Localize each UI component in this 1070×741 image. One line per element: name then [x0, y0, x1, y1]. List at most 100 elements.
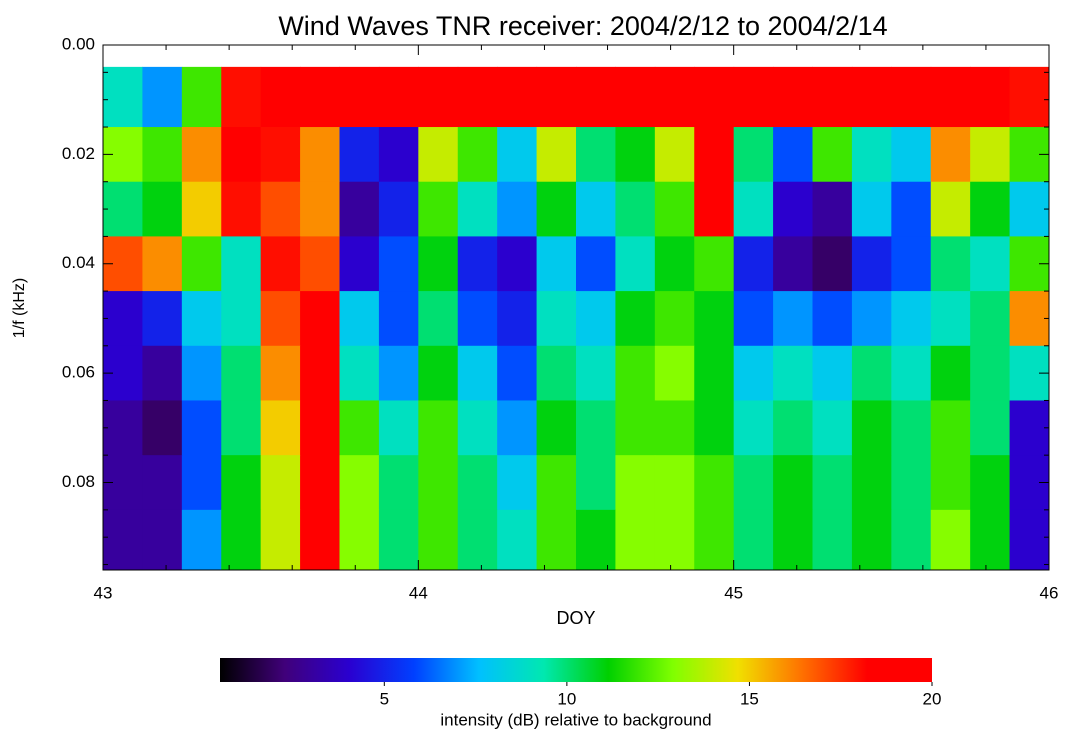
heatmap-cell: [181, 345, 222, 401]
heatmap-cell: [378, 509, 419, 571]
heatmap-cell: [970, 455, 1011, 511]
heatmap-cell: [615, 400, 656, 456]
heatmap-cell: [300, 455, 340, 511]
heatmap-cell: [181, 455, 222, 511]
heatmap-cell: [576, 509, 616, 571]
heatmap-cell: [694, 236, 735, 292]
heatmap-cell: [1009, 181, 1050, 237]
heatmap-cell: [970, 345, 1011, 401]
heatmap-cell: [181, 127, 222, 183]
heatmap-cell: [221, 291, 262, 347]
heatmap-cell: [497, 400, 538, 456]
heatmap-cell: [260, 455, 301, 511]
heatmap-cell: [773, 127, 813, 183]
heatmap-cell: [576, 455, 616, 511]
x-tick-label: 43: [94, 583, 113, 602]
heatmap-cell: [733, 181, 774, 237]
heatmap-cell: [221, 400, 262, 456]
heatmap-cell: [930, 455, 971, 511]
heatmap-cell: [260, 127, 301, 183]
heatmap-cell: [694, 66, 735, 128]
heatmap-cell: [418, 345, 459, 401]
heatmap-cell: [615, 181, 656, 237]
heatmap-cell: [694, 127, 735, 183]
heatmap-cell: [300, 509, 340, 571]
heatmap-cell: [221, 127, 262, 183]
heatmap-cell: [773, 181, 813, 237]
heatmap-cell: [851, 181, 892, 237]
heatmap-cell: [378, 455, 419, 511]
heatmap-cell: [1009, 509, 1050, 571]
x-tick-label: 46: [1040, 583, 1059, 602]
heatmap-cell: [576, 127, 616, 183]
heatmap-cell: [378, 66, 419, 128]
heatmap-cell: [891, 345, 932, 401]
heatmap-cell: [891, 400, 932, 456]
heatmap-cell: [773, 66, 813, 128]
heatmap-cell: [851, 291, 892, 347]
heatmap-cell: [457, 345, 498, 401]
heatmap-cell: [733, 291, 774, 347]
heatmap-cell: [221, 509, 262, 571]
heatmap-cell: [339, 181, 380, 237]
heatmap-cell: [812, 236, 853, 292]
heatmap-cell: [970, 66, 1011, 128]
heatmap-cell: [773, 509, 813, 571]
heatmap-cell: [891, 455, 932, 511]
heatmap-cell: [418, 236, 459, 292]
heatmap-cell: [576, 236, 616, 292]
heatmap-cell: [970, 291, 1011, 347]
heatmap-cell: [260, 509, 301, 571]
heatmap-cell: [418, 291, 459, 347]
y-tick-label: 0.06: [62, 363, 95, 382]
heatmap-cell: [457, 236, 498, 292]
heatmap-cell: [142, 127, 183, 183]
heatmap-cell: [378, 236, 419, 292]
y-tick-label: 0.04: [62, 253, 95, 272]
heatmap-cell: [812, 400, 853, 456]
heatmap-cell: [497, 181, 538, 237]
heatmap-cell: [733, 345, 774, 401]
heatmap-cell: [181, 236, 222, 292]
heatmap-cell: [773, 345, 813, 401]
heatmap-cell: [1009, 66, 1050, 128]
heatmap-cell: [181, 181, 222, 237]
heatmap-cell: [221, 66, 262, 128]
heatmap-cell: [260, 181, 301, 237]
heatmap-cell: [103, 509, 143, 571]
heatmap-cell: [576, 400, 616, 456]
heatmap-cell: [300, 236, 340, 292]
heatmap-cell: [536, 291, 577, 347]
heatmap-cell: [851, 509, 892, 571]
heatmap-cell: [773, 455, 813, 511]
y-tick-label: 0.02: [62, 144, 95, 163]
heatmap-cell: [1009, 400, 1050, 456]
heatmap-cell: [103, 291, 143, 347]
heatmap-cell: [812, 455, 853, 511]
heatmap-cell: [536, 509, 577, 571]
heatmap-cell: [930, 400, 971, 456]
heatmap-cell: [773, 236, 813, 292]
heatmap-cell: [181, 400, 222, 456]
heatmap-cell: [260, 345, 301, 401]
x-axis-label: DOY: [556, 608, 595, 628]
heatmap-cell: [339, 66, 380, 128]
heatmap-cell: [221, 181, 262, 237]
colorbar-tick-label: 15: [740, 689, 759, 708]
heatmap-cell: [654, 400, 695, 456]
plot-frame: [102, 44, 1050, 571]
heatmap-cell: [300, 127, 340, 183]
heatmap-cell: [378, 291, 419, 347]
heatmap-cell: [339, 509, 380, 571]
heatmap-cell: [536, 236, 577, 292]
heatmap: [103, 66, 1050, 571]
heatmap-cell: [378, 181, 419, 237]
heatmap-cell: [300, 345, 340, 401]
heatmap-cell: [142, 455, 183, 511]
heatmap-cell: [221, 455, 262, 511]
heatmap-cell: [970, 509, 1011, 571]
colorbar-tick-label: 10: [557, 689, 576, 708]
x-tick-label: 45: [724, 583, 743, 602]
heatmap-cell: [930, 181, 971, 237]
